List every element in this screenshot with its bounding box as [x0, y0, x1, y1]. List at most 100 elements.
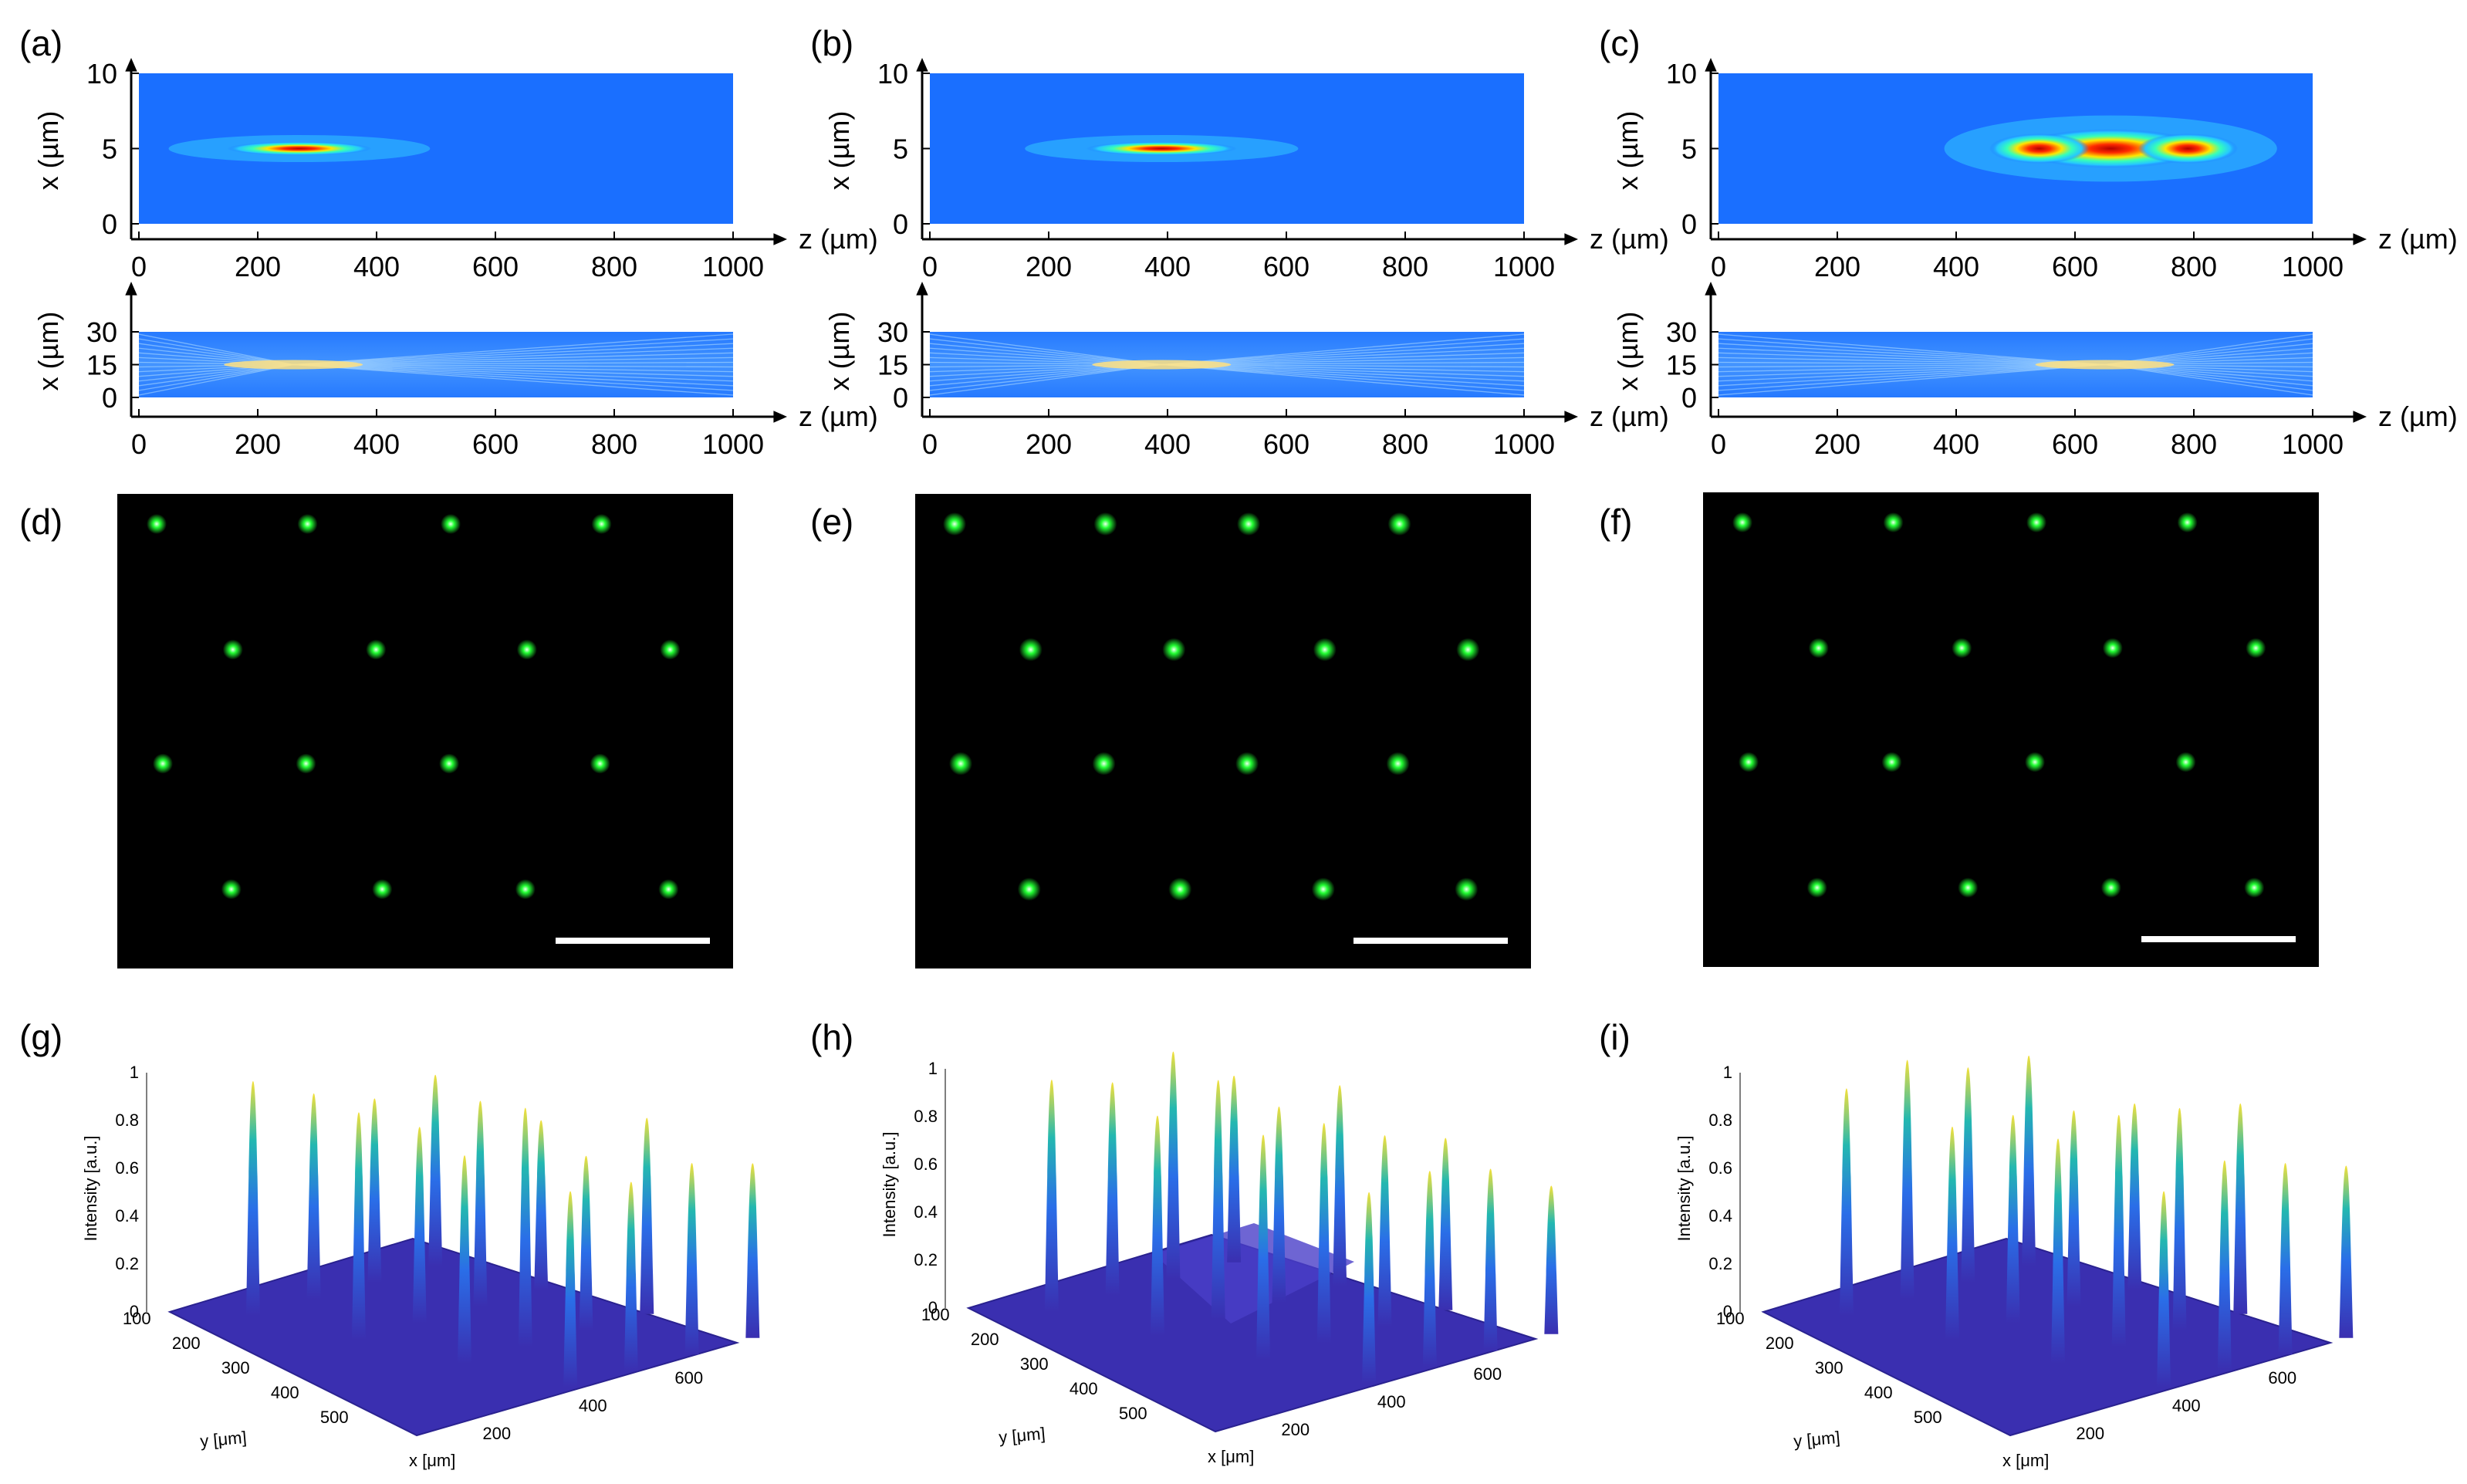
spot [372, 879, 393, 900]
ray [1161, 338, 1524, 366]
intensity-peak [1544, 1185, 1559, 1334]
spot [1883, 512, 1904, 532]
y-tick-label: 100 [123, 1309, 151, 1328]
ray [2104, 333, 2313, 366]
ray [293, 363, 733, 396]
ray [293, 333, 733, 366]
ray [930, 333, 1162, 366]
field-panel: (a) 0 200 400 600 800 1000 0 5 10 z (µm) x (µm) 0 200… [19, 23, 878, 460]
ray [1718, 333, 2105, 366]
y-tick-label: 0 [893, 208, 908, 240]
spot [1387, 512, 1411, 536]
y-tick-label: 200 [1766, 1334, 1794, 1353]
intensity-peak [579, 1155, 593, 1331]
intensity-peak [458, 1155, 472, 1364]
ray [293, 343, 733, 366]
y-tick-label: 30 [877, 316, 908, 348]
spot [2102, 637, 2123, 658]
ray [930, 338, 1162, 366]
spot [1455, 877, 1479, 901]
z-tick-label: 0.8 [115, 1110, 139, 1130]
intensity-peak [1377, 1135, 1392, 1327]
ray [2104, 338, 2313, 366]
panel-label: (i) [1599, 1017, 1631, 1057]
y-axis-label: y [μm] [199, 1428, 247, 1451]
spot [1311, 877, 1335, 901]
z-tick-label: 1 [130, 1063, 139, 1082]
x-axis-label: z (µm) [1590, 401, 1669, 432]
x-axis-label: z (µm) [799, 401, 878, 432]
x-tick-label: 800 [591, 428, 637, 460]
y-axis-label: x (µm) [32, 312, 64, 391]
x-tick-label: 600 [1473, 1364, 1502, 1384]
ray [293, 347, 733, 366]
z-tick-label: 0.8 [914, 1107, 938, 1126]
scale-bar [2141, 936, 2296, 942]
y-axis-arrow [916, 58, 928, 72]
intensity-peak [1945, 1126, 1959, 1340]
spot [2026, 512, 2047, 532]
ray [139, 363, 294, 396]
field-map-top: 0 200 400 600 800 1000 0 5 10 z (µm) x (µm) [32, 58, 878, 282]
ray [293, 338, 733, 366]
y-tick-label: 300 [221, 1358, 250, 1378]
x-tick-label: 200 [235, 428, 281, 460]
ray [293, 361, 733, 366]
spot [1237, 512, 1261, 536]
y-tick-label: 400 [271, 1383, 299, 1402]
surface-panel: (h) 0 0.2 0.4 0.6 0.8 1 Intensity [a.u.] 500 400 3… [810, 1017, 1559, 1466]
scale-bar [556, 938, 710, 944]
x-axis-arrow [773, 233, 787, 245]
spot [1456, 637, 1480, 661]
panel-label: (f) [1599, 502, 1632, 542]
y-axis-label: y [μm] [1793, 1428, 1840, 1451]
x-tick-label: 800 [1382, 251, 1428, 282]
intensity-peak [367, 1098, 382, 1283]
spot [1739, 752, 1759, 772]
intensity-peak [1900, 1060, 1914, 1300]
x-tick-label: 200 [1814, 251, 1860, 282]
intensity-peak [2127, 1103, 2142, 1290]
panel-label: (e) [810, 502, 853, 542]
x-axis-label: z (µm) [2378, 223, 2458, 255]
waveguide-glow [1718, 332, 2313, 397]
x-tick-label: 800 [1382, 428, 1428, 460]
x-tick-label: 200 [1814, 428, 1860, 460]
x-axis-label: z (µm) [2378, 401, 2458, 432]
y-tick-label: 5 [1681, 134, 1697, 165]
panel-label: (a) [19, 23, 63, 63]
y-tick-label: 5 [102, 134, 117, 165]
intensity-peak [745, 1163, 760, 1338]
y-tick-label: 200 [971, 1330, 999, 1349]
z-tick-label: 0.8 [1708, 1110, 1732, 1130]
intensity-peak [2157, 1191, 2171, 1388]
field-map-top: 0 200 400 600 800 1000 0 5 10 z (µm) x (µm) [1612, 58, 2458, 282]
z-axis-label: Intensity [a.u.] [81, 1136, 100, 1242]
field-image [1718, 332, 2313, 397]
x-tick-label: 200 [1026, 251, 1072, 282]
spot-panel: (e) [810, 494, 1531, 968]
intensity-peak [245, 1081, 260, 1316]
x-tick-label: 1000 [702, 251, 764, 282]
ray [2104, 363, 2313, 396]
intensity-peak [2217, 1160, 2232, 1371]
x-tick-label: 200 [2076, 1424, 2104, 1443]
ray [1718, 363, 2105, 377]
x-axis-label: z (µm) [1590, 223, 1669, 255]
scale-bar [1353, 938, 1508, 944]
y-tick-label: 500 [320, 1408, 349, 1427]
z-tick-label: 0 [130, 1302, 139, 1321]
y-tick-label: 0 [102, 208, 117, 240]
intensity-peak [1438, 1138, 1453, 1310]
x-tick-label: 0 [922, 251, 938, 282]
spot [1808, 637, 1829, 658]
z-tick-label: 0.4 [1708, 1206, 1732, 1225]
spot [366, 639, 387, 660]
spot [1732, 512, 1752, 532]
x-axis-arrow [2353, 233, 2367, 245]
field-map-top: 0 200 400 600 800 1000 0 5 10 z (µm) x (µm) [823, 58, 1669, 282]
x-tick-label: 600 [2052, 251, 2098, 282]
y-tick-label: 10 [1666, 58, 1697, 90]
